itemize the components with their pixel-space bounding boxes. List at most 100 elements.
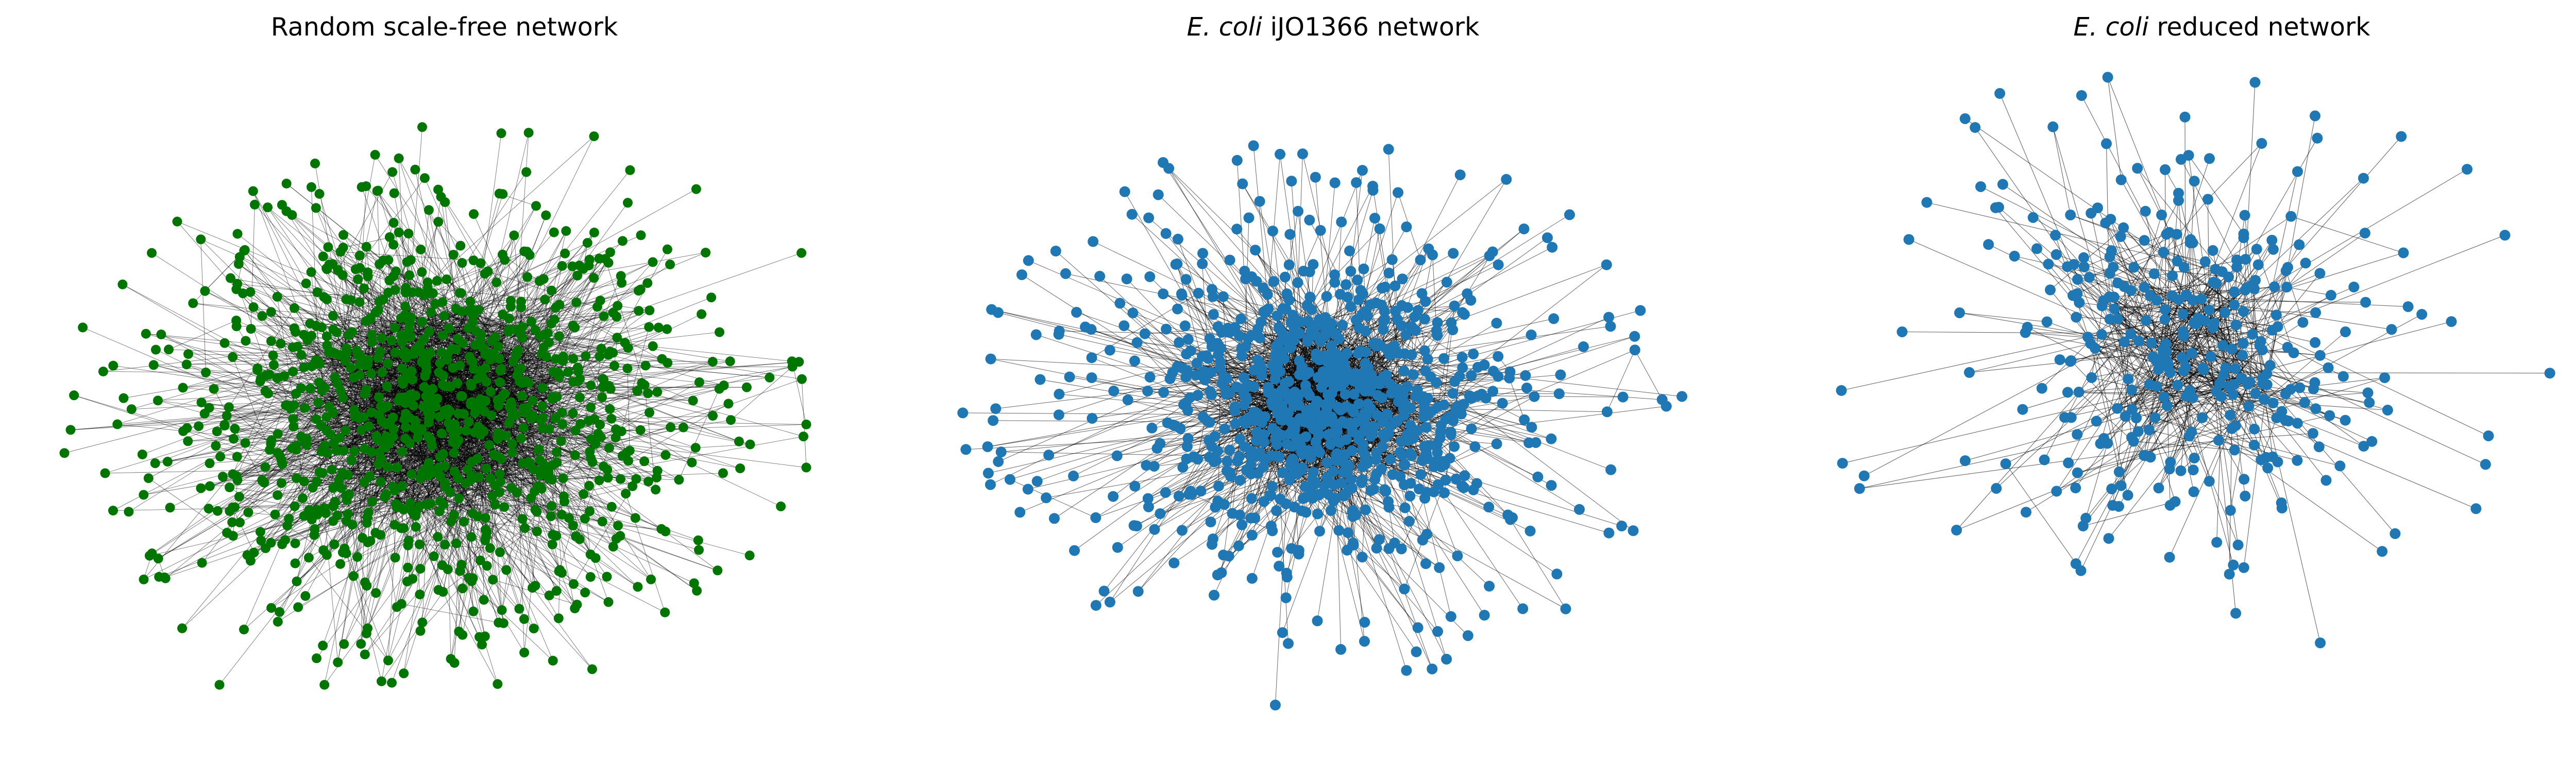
network-node <box>436 428 447 439</box>
network-node <box>511 410 521 420</box>
network-node <box>454 288 465 298</box>
network-node <box>504 324 515 335</box>
network-node <box>517 391 527 401</box>
network-node <box>564 513 574 523</box>
network-node <box>585 549 596 560</box>
network-node <box>726 415 736 425</box>
network-edge <box>409 461 529 541</box>
network-node <box>425 398 435 408</box>
network-node <box>451 304 461 314</box>
network-node <box>272 373 282 383</box>
title-text-part: Random scale-free network <box>270 12 618 42</box>
network-node <box>321 550 332 560</box>
network-node <box>444 323 454 333</box>
network-node <box>548 655 558 666</box>
network-node <box>611 433 621 443</box>
network-node <box>474 632 484 642</box>
network-node <box>200 286 210 296</box>
network-edge <box>237 356 428 480</box>
network-node <box>446 382 456 392</box>
network-node <box>346 362 356 373</box>
network-node <box>745 439 755 449</box>
network-node <box>794 357 804 367</box>
network-node <box>533 445 544 455</box>
network-node <box>480 535 490 545</box>
network-node <box>501 431 511 441</box>
network-node <box>406 469 417 479</box>
network-node <box>209 384 219 394</box>
network-node <box>401 422 411 432</box>
network-node <box>289 422 299 431</box>
network-node <box>400 434 411 444</box>
network-node <box>430 299 440 309</box>
network-node <box>581 351 591 361</box>
network-node <box>367 337 377 348</box>
network-node <box>228 531 238 541</box>
network-node <box>631 474 641 484</box>
network-node <box>329 438 339 448</box>
network-node <box>594 475 604 486</box>
network-node <box>605 384 616 394</box>
network-node <box>589 131 599 142</box>
network-node <box>408 349 418 359</box>
network-node <box>484 440 495 450</box>
random-network-title: Random scale-free network <box>0 12 889 42</box>
network-edge <box>421 243 588 322</box>
network-node <box>359 444 369 454</box>
network-node <box>448 250 459 260</box>
network-node <box>612 333 622 343</box>
network-node <box>363 623 372 633</box>
network-node <box>599 311 609 321</box>
network-node <box>266 439 276 449</box>
network-node <box>452 334 463 344</box>
network-node <box>338 230 348 240</box>
network-node <box>376 530 385 540</box>
network-node <box>266 603 277 613</box>
network-node <box>366 369 376 379</box>
network-edge <box>177 221 479 345</box>
network-node <box>249 547 259 558</box>
network-node <box>532 507 542 517</box>
network-node <box>276 455 286 465</box>
network-node <box>360 389 370 399</box>
network-node <box>296 431 306 442</box>
network-node <box>741 382 752 392</box>
network-node <box>311 320 321 331</box>
network-edge <box>361 187 410 320</box>
network-node <box>404 270 415 280</box>
network-node <box>635 284 646 295</box>
network-edge <box>237 283 423 361</box>
network-node <box>229 434 239 444</box>
network-node <box>159 572 170 582</box>
network-node <box>519 647 530 658</box>
network-node <box>423 418 434 427</box>
network-node <box>691 184 701 194</box>
network-node <box>633 582 643 592</box>
network-node <box>302 335 313 345</box>
network-node <box>434 506 445 516</box>
network-node <box>643 388 653 399</box>
network-node <box>608 348 618 358</box>
network-node <box>446 654 456 664</box>
network-node <box>584 261 594 271</box>
network-node <box>330 496 340 507</box>
network-edge <box>478 309 539 450</box>
network-node <box>442 274 452 284</box>
network-node <box>557 261 567 271</box>
network-node <box>280 535 290 545</box>
network-edge <box>367 396 553 543</box>
network-node <box>415 590 425 599</box>
network-node <box>300 403 310 413</box>
network-node <box>401 409 411 419</box>
network-node <box>517 514 528 524</box>
network-node <box>319 503 330 513</box>
network-node <box>446 516 456 527</box>
network-node <box>608 542 618 552</box>
network-node <box>540 295 550 305</box>
network-node <box>433 585 444 595</box>
network-node <box>575 419 586 429</box>
network-edge <box>346 316 445 500</box>
network-node <box>532 526 542 537</box>
network-edge <box>478 255 530 310</box>
network-edge <box>679 389 720 480</box>
